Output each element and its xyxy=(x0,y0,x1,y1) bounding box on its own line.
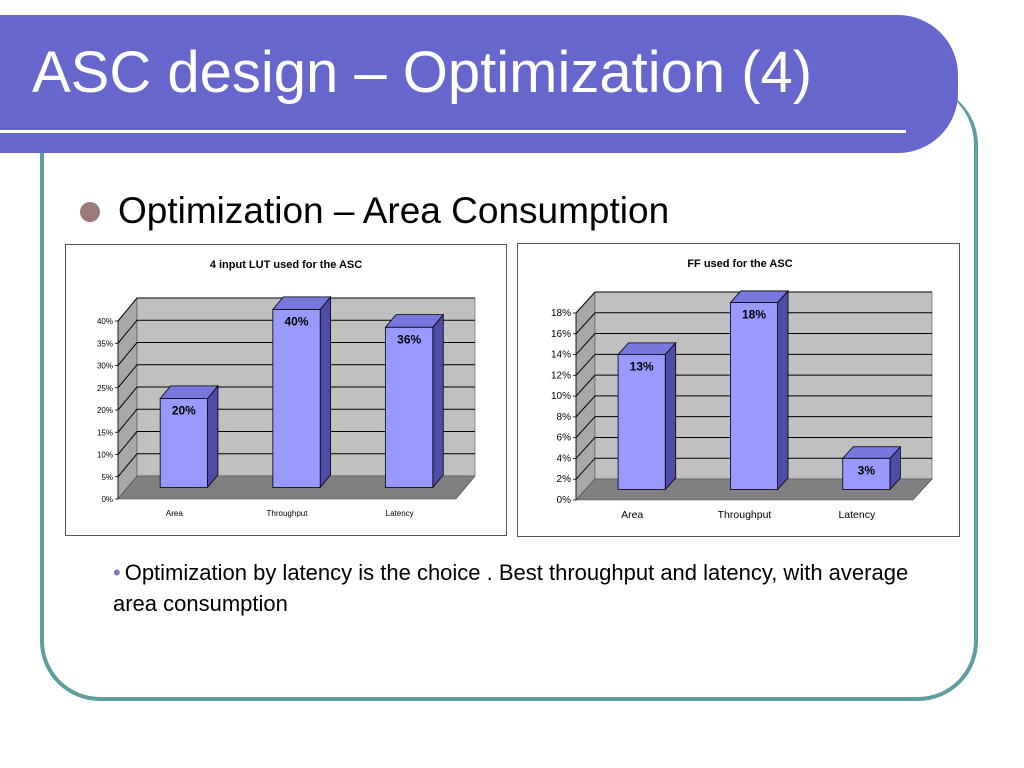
chart0-gridline xyxy=(117,431,475,455)
chart1-gridline xyxy=(575,457,932,480)
chart0-data-label: 36% xyxy=(397,332,421,346)
chart1-gridline xyxy=(575,416,932,439)
chart1-bar-side xyxy=(777,289,789,491)
chart1-y-tick-label: 4% xyxy=(557,453,572,464)
chart1-title: FF used for the ASC xyxy=(687,258,792,270)
chart-ff: FF used for the ASC 0% 2% 4% 6% 8% 10% 12% 14% 16… xyxy=(517,243,960,537)
chart1-data-label: 3% xyxy=(858,463,876,477)
chart1-gridline xyxy=(575,353,932,376)
main-bullet: Optimization – Area Consumption xyxy=(118,190,670,231)
chart0-bar xyxy=(385,326,434,488)
chart1-gridline xyxy=(575,291,932,314)
chart0-gridline xyxy=(117,453,475,478)
chart1-bar xyxy=(842,457,891,490)
chart0-bar-top xyxy=(271,296,332,310)
chart0-category-label: Throughput xyxy=(267,509,309,518)
chart1-y-tick-label: 0% xyxy=(557,495,572,506)
chart0-bar-top xyxy=(384,314,445,328)
sub-bullet: • Optimization by latency is the choice .… xyxy=(113,557,913,619)
chart1-category-label: Area xyxy=(621,509,643,521)
chart0-title: 4 input LUT used for the ASC xyxy=(210,259,362,271)
chart0-gridline xyxy=(117,364,475,389)
chart0-bar-side xyxy=(207,384,219,489)
chart1-bar xyxy=(617,354,666,490)
chart0-y-tick-label: 40% xyxy=(97,317,113,326)
chart1-bar-top xyxy=(841,446,902,459)
chart0-bar-top xyxy=(159,385,219,399)
chart0-y-tick-label: 15% xyxy=(97,428,113,437)
chart0-bar-side xyxy=(432,313,444,489)
chart1-gridline xyxy=(575,333,932,355)
chart1-y-tick-label: 12% xyxy=(551,370,571,381)
slide-title: ASC design – Optimization (4) xyxy=(32,40,813,105)
chart0-y-tick-label: 10% xyxy=(97,451,113,460)
chart1-bar-side xyxy=(664,341,677,491)
chart1-y-tick-label: 10% xyxy=(551,391,571,402)
chart0-bar-side xyxy=(319,295,332,489)
chart1-gridline xyxy=(575,312,932,335)
chart-lut-svg: 4 input LUT used for the ASC 0% 5% 10% 15% 20… xyxy=(97,259,476,518)
chart0-gridline xyxy=(117,319,475,344)
chart0-y-tick-label: 35% xyxy=(97,339,113,348)
chart1-bar-top xyxy=(617,342,677,355)
chart1-y-tick-label: 8% xyxy=(557,412,572,423)
sub-bullet-icon: • xyxy=(113,560,121,585)
chart0-category-label: Latency xyxy=(386,509,414,518)
chart1-y-tick-label: 18% xyxy=(551,308,571,319)
chart0-gridline xyxy=(117,342,475,366)
chart1-y-tick-label: 14% xyxy=(551,350,571,361)
chart1-bar-top xyxy=(729,290,789,303)
sub-bullet-text: Optimization by latency is the choice . … xyxy=(113,560,909,616)
chart1-y-tick-label: 2% xyxy=(557,474,572,485)
chart0-y-tick-label: 0% xyxy=(101,495,113,504)
chart1-data-label: 13% xyxy=(630,359,654,373)
chart1-data-label: 18% xyxy=(742,308,766,322)
chart0-gridline xyxy=(117,297,475,322)
title-underline xyxy=(0,130,906,133)
chart0-data-label: 40% xyxy=(284,315,308,329)
chart1-y-tick-label: 16% xyxy=(551,329,571,340)
chart1-category-label: Latency xyxy=(838,509,876,521)
chart0-bar xyxy=(272,309,321,488)
chart1-bar xyxy=(730,302,778,490)
chart0-y-tick-label: 25% xyxy=(97,384,113,393)
content-frame xyxy=(40,85,978,701)
chart0-gridline xyxy=(117,386,475,411)
bullet-icon xyxy=(80,202,100,222)
chart1-gridline xyxy=(575,374,932,397)
chart1-gridline xyxy=(575,436,932,459)
chart0-y-tick-label: 5% xyxy=(101,473,113,482)
chart1-y-tick-label: 6% xyxy=(557,433,572,444)
chart0-y-tick-label: 20% xyxy=(97,406,113,415)
chart-lut: 4 input LUT used for the ASC 0% 5% 10% 15% 20… xyxy=(65,244,507,536)
chart1-category-label: Throughput xyxy=(718,509,772,521)
chart0-gridline xyxy=(117,408,475,433)
chart1-gridline xyxy=(575,395,932,418)
chart0-bar xyxy=(159,398,208,488)
chart-ff-svg: FF used for the ASC 0% 2% 4% 6% 8% 10% 12% 14% 16… xyxy=(551,258,933,521)
chart0-y-tick-label: 30% xyxy=(97,362,113,371)
chart0-data-label: 20% xyxy=(172,404,196,418)
chart0-category-label: Area xyxy=(166,509,183,518)
